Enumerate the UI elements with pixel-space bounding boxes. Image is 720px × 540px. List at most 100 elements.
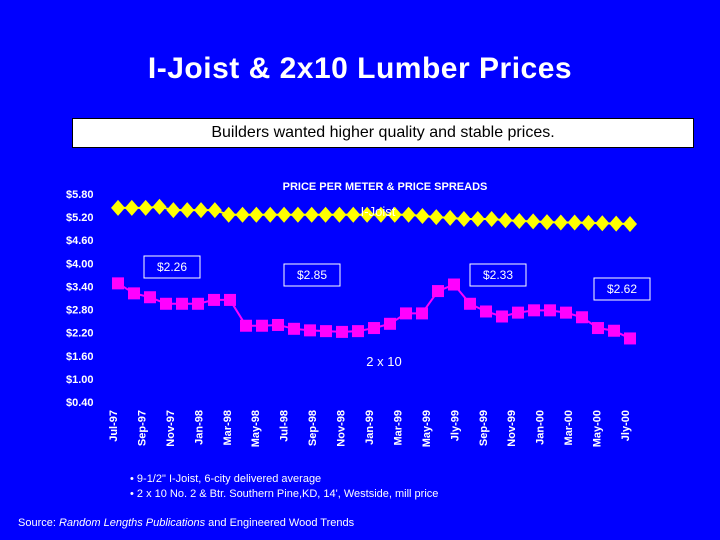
page-title: I-Joist & 2x10 Lumber Prices bbox=[147, 52, 573, 85]
y-tick-label: $1.00 bbox=[66, 374, 94, 386]
spread-label-1: $2.26 bbox=[143, 255, 201, 279]
lumber-point bbox=[320, 325, 332, 338]
price-chart: PRICE PER METER & PRICE SPREADS $5.80 $5.… bbox=[66, 181, 651, 447]
lumber-point bbox=[400, 307, 412, 320]
x-tick-label: Jan-00 bbox=[535, 410, 547, 445]
y-tick-label: $2.80 bbox=[66, 305, 94, 317]
ijoist-point bbox=[277, 206, 292, 223]
spread-label-2-text: $2.85 bbox=[297, 268, 327, 282]
source-connector: and bbox=[205, 517, 230, 529]
lumber-point bbox=[160, 297, 172, 310]
ijoist-point bbox=[332, 206, 347, 223]
ijoist-point bbox=[263, 206, 278, 223]
lumber-point bbox=[176, 297, 188, 310]
ijoist-point bbox=[581, 214, 596, 231]
ijoist-point bbox=[429, 209, 444, 226]
lumber-point bbox=[496, 310, 508, 323]
y-tick-label: $5.80 bbox=[66, 189, 94, 201]
lumber-point bbox=[448, 278, 460, 291]
lumber-series bbox=[112, 277, 636, 345]
y-tick-label: $4.00 bbox=[66, 258, 94, 270]
ijoist-point bbox=[152, 198, 167, 215]
spread-label-3: $2.33 bbox=[469, 263, 527, 287]
lumber-point bbox=[560, 306, 572, 319]
ijoist-point bbox=[194, 202, 209, 219]
ijoist-point bbox=[387, 206, 402, 223]
lumber-point bbox=[528, 304, 540, 317]
chart-title: PRICE PER METER & PRICE SPREADS bbox=[283, 181, 488, 193]
ijoist-point bbox=[498, 212, 513, 229]
lumber-point bbox=[304, 324, 316, 337]
ijoist-point bbox=[443, 209, 458, 226]
spread-label-4: $2.62 bbox=[593, 277, 651, 301]
x-tick-label: Mar-99 bbox=[392, 410, 404, 445]
spread-label-3-box bbox=[469, 263, 527, 287]
x-axis-ticks: Jul-97 Sep-97 Nov-97 Jan-98 Mar-98 May-98 Jul-… bbox=[108, 410, 632, 447]
x-tick-label: Sep-97 bbox=[136, 410, 148, 446]
x-tick-label: May-98 bbox=[250, 410, 262, 447]
lumber-point bbox=[128, 287, 140, 300]
spread-label-4-box bbox=[593, 277, 651, 301]
ijoist-point bbox=[539, 214, 554, 231]
x-tick-label: Jly-00 bbox=[620, 410, 632, 441]
y-tick-label: $5.20 bbox=[66, 212, 94, 224]
ijoist-point bbox=[290, 206, 305, 223]
y-tick-label: $1.60 bbox=[66, 351, 94, 363]
x-tick-label: Nov-98 bbox=[336, 410, 348, 447]
x-tick-label: Nov-97 bbox=[165, 410, 177, 447]
y-tick-label: $0.40 bbox=[66, 397, 94, 409]
lumber-point bbox=[256, 319, 268, 332]
ijoist-point bbox=[124, 199, 139, 216]
ijoist-point bbox=[512, 212, 527, 229]
ijoist-point bbox=[526, 213, 541, 230]
lumber-point bbox=[112, 277, 124, 290]
x-tick-label: Nov-99 bbox=[506, 410, 518, 447]
footnote-lumber: • 2 x 10 No. 2 & Btr. Southern Pine,KD, … bbox=[130, 488, 439, 500]
ijoist-point bbox=[609, 215, 624, 232]
lumber-point bbox=[288, 322, 300, 335]
x-tick-label: Jly-99 bbox=[449, 410, 461, 441]
lumber-point bbox=[368, 322, 380, 335]
ijoist-point bbox=[249, 206, 264, 223]
lumber-point bbox=[416, 307, 428, 320]
spread-label-2-box bbox=[283, 263, 341, 287]
lumber-point bbox=[544, 304, 556, 317]
x-tick-label: May-99 bbox=[421, 410, 433, 447]
ijoist-point bbox=[415, 207, 430, 224]
lumber-point bbox=[384, 317, 396, 330]
x-tick-label: Jan-98 bbox=[193, 410, 205, 445]
lumber-point bbox=[208, 293, 220, 306]
ijoist-point bbox=[623, 216, 637, 233]
lumber-point bbox=[192, 297, 204, 310]
ijoist-point bbox=[567, 214, 582, 231]
footnotes: • 9-1/2" I-Joist, 6-city delivered avera… bbox=[130, 472, 438, 502]
lumber-point bbox=[512, 306, 524, 319]
lumber-point bbox=[240, 319, 252, 332]
ijoist-point bbox=[456, 211, 471, 228]
lumber-point bbox=[576, 311, 588, 324]
ijoist-point bbox=[221, 206, 236, 223]
x-tick-label: Jan-99 bbox=[364, 410, 376, 445]
source-note: Source: Random Lengths Publications and … bbox=[18, 517, 354, 529]
lumber-point bbox=[272, 318, 284, 331]
x-tick-label: Sep-98 bbox=[307, 410, 319, 446]
lumber-point bbox=[224, 293, 236, 306]
ijoist-point bbox=[484, 211, 499, 228]
ijoist-point bbox=[595, 215, 610, 232]
ijoist-point bbox=[111, 199, 125, 216]
lumber-point bbox=[624, 332, 636, 345]
ijoist-point bbox=[207, 202, 222, 219]
ijoist-point bbox=[166, 202, 181, 219]
ijoist-point bbox=[401, 206, 416, 223]
spread-label-4-text: $2.62 bbox=[607, 282, 637, 296]
footnote-ijoist: • 9-1/2" I-Joist, 6-city delivered avera… bbox=[130, 473, 322, 485]
chart-annotations: I-Joist 2 x 10 $2.26 $2.85 $2.33 $2.62 bbox=[143, 204, 651, 369]
ijoist-point bbox=[180, 202, 195, 219]
ijoist-point bbox=[470, 211, 485, 228]
x-tick-label: Jul-97 bbox=[108, 410, 120, 442]
ijoist-point bbox=[346, 206, 361, 223]
ijoist-point bbox=[553, 214, 568, 231]
lumber-point bbox=[336, 325, 348, 338]
lumber-point bbox=[352, 325, 364, 338]
lumber-point bbox=[464, 297, 476, 310]
